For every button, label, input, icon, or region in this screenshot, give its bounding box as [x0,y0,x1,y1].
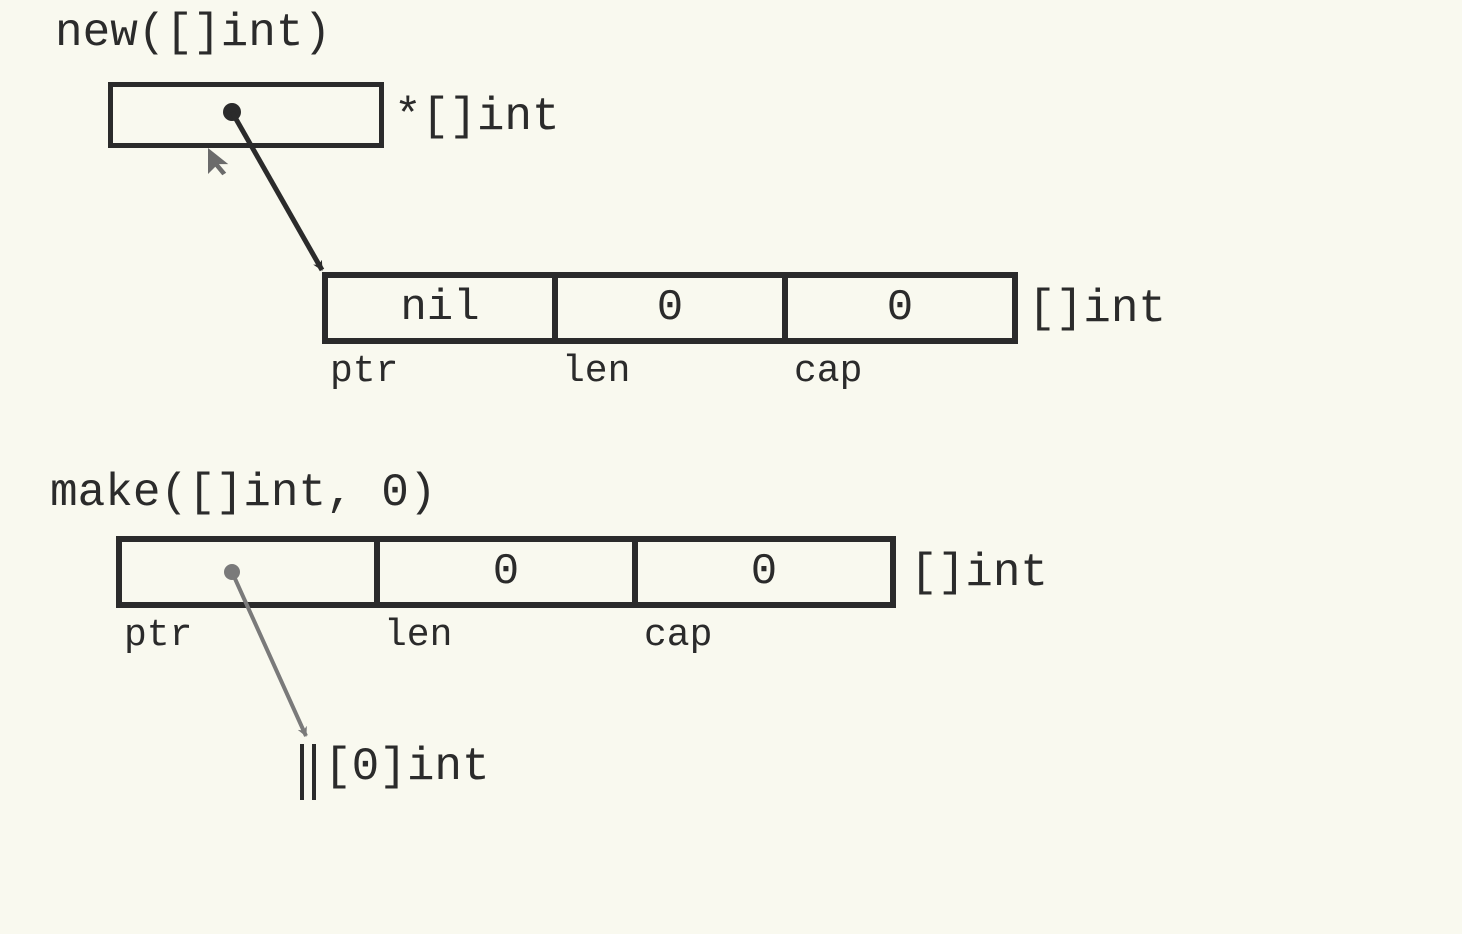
make-slice-label-ptr: ptr [124,614,192,657]
make-slice-cell-cap: 0 [632,542,890,602]
new-slice-value-ptr: nil [400,283,479,333]
make-title: make([]int, 0) [50,470,436,516]
new-title: new([]int) [55,10,331,56]
new-pointer-type-label: *[]int [394,94,560,140]
new-slice-label-len: len [562,350,630,393]
make-array-marker [300,744,316,800]
new-slice-box: nil 0 0 [322,272,1018,344]
new-slice-value-len: 0 [657,283,683,333]
make-slice-type-label: []int [910,550,1048,596]
new-slice-cell-len: 0 [552,278,782,338]
new-slice-value-cap: 0 [887,283,913,333]
new-pointer-box [108,82,384,148]
new-slice-type-label: []int [1028,286,1166,332]
make-slice-value-cap: 0 [751,547,777,597]
new-slice-label-cap: cap [794,350,862,393]
make-array-label: [0]int [324,744,490,790]
make-slice-label-len: len [384,614,452,657]
new-slice-cell-cap: 0 [782,278,1012,338]
make-slice-value-len: 0 [493,547,519,597]
new-slice-label-ptr: ptr [330,350,398,393]
make-slice-cell-len: 0 [374,542,632,602]
make-slice-cell-ptr [122,542,374,602]
new-slice-cell-ptr: nil [328,278,552,338]
make-slice-label-cap: cap [644,614,712,657]
make-slice-box: 0 0 [116,536,896,608]
